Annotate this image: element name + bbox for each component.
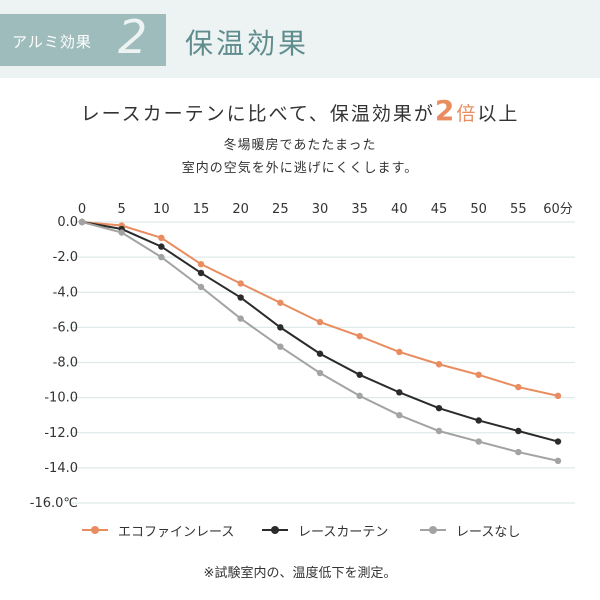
y-tick-label: -2.0: [53, 250, 78, 265]
series-line: [81, 221, 559, 462]
data-point: [356, 392, 363, 400]
headline-number: 2: [434, 94, 457, 127]
x-tick-label: 5: [118, 202, 126, 217]
subtext-line-1: 冬場暖房であたたまった: [223, 138, 377, 153]
data-point: [435, 404, 443, 412]
data-point: [237, 280, 244, 287]
subtext-line-2: 室内の空気を外に逃げにくくします。: [181, 161, 419, 176]
page-title: 保温効果: [185, 27, 310, 60]
data-point: [78, 218, 86, 226]
legend-item: レースなし: [420, 520, 520, 540]
y-tick-label: -12.0: [44, 426, 78, 441]
legend-label: レースなし: [456, 524, 521, 540]
data-point: [396, 389, 403, 396]
data-point: [197, 269, 205, 277]
y-tick-label: -6.0: [53, 320, 78, 335]
data-point: [158, 253, 165, 261]
y-tick-label: -8.0: [53, 356, 78, 371]
data-point: [554, 457, 562, 465]
data-point: [475, 417, 482, 424]
data-point: [158, 234, 165, 242]
x-tick-label: 30: [312, 202, 329, 217]
legend-swatch: [262, 526, 288, 534]
tag-label: アルミ効果: [12, 33, 92, 51]
data-point: [316, 350, 324, 357]
section-tag: アルミ効果 2: [0, 10, 166, 66]
x-tick-label: 35: [351, 202, 368, 217]
data-point: [237, 294, 244, 301]
data-point: [475, 371, 482, 378]
legend-swatch: [420, 526, 446, 534]
x-tick-label: 45: [431, 202, 448, 217]
data-point: [554, 392, 562, 400]
data-point: [316, 318, 324, 326]
legend-label: レースカーテン: [298, 524, 389, 540]
series-line: [81, 221, 559, 397]
data-point: [554, 438, 562, 445]
headline-suffix: 以上: [477, 103, 520, 125]
legend-swatch: [82, 526, 108, 534]
data-point: [118, 229, 125, 236]
headline: レースカーテンに比べて、保温効果が2倍以上: [0, 94, 600, 127]
x-tick-label: 10: [153, 202, 170, 217]
data-point: [515, 427, 522, 435]
data-point: [356, 332, 363, 340]
x-tick-label: 40: [391, 202, 408, 217]
legend-item: レースカーテン: [262, 520, 388, 540]
data-point: [158, 243, 165, 250]
x-tick-label: 60分: [543, 202, 573, 217]
data-point: [435, 361, 443, 368]
y-tick-label: -4.0: [53, 285, 78, 300]
legend-label: エコファインレース: [118, 524, 235, 540]
data-point: [515, 383, 522, 391]
data-point: [356, 371, 363, 378]
x-tick-label: 20: [232, 202, 249, 217]
data-point: [475, 438, 482, 445]
line-chart: 0.0 -2.0 -4.0 -6.0 -8.0 -10.0 -12.0 -14.0 -16.0℃…: [30, 202, 575, 511]
y-tick-label: -10.0: [44, 391, 78, 406]
headline-prefix: レースカーテンに比べて、保温効果が: [80, 103, 435, 125]
x-tick-label: 15: [193, 202, 210, 217]
data-point: [277, 299, 284, 306]
x-tick-label: 55: [510, 202, 527, 217]
data-point: [435, 427, 443, 435]
y-tick-label: 0.0: [57, 215, 78, 230]
x-tick-label: 25: [272, 202, 289, 217]
data-point: [197, 260, 205, 268]
x-tick-label: 50: [470, 202, 487, 217]
x-tick-label: 0: [78, 202, 86, 217]
data-point: [316, 369, 324, 377]
series-line: [81, 221, 559, 443]
footnote: ※試験室内の、温度低下を測定。: [203, 566, 397, 581]
data-point: [396, 411, 403, 419]
data-point: [277, 343, 284, 350]
data-point: [277, 324, 284, 331]
chart-legend: エコファインレース レースカーテン レースなし: [0, 520, 600, 540]
y-tick-label: -16.0℃: [30, 496, 78, 511]
data-point: [396, 348, 403, 356]
data-point: [515, 448, 522, 456]
data-point: [197, 283, 205, 291]
y-tick-label: -14.0: [44, 461, 78, 476]
legend-item: エコファインレース: [82, 520, 234, 540]
data-point: [237, 315, 244, 322]
headline-unit: 倍: [456, 103, 478, 125]
tag-number: 2: [118, 10, 148, 64]
